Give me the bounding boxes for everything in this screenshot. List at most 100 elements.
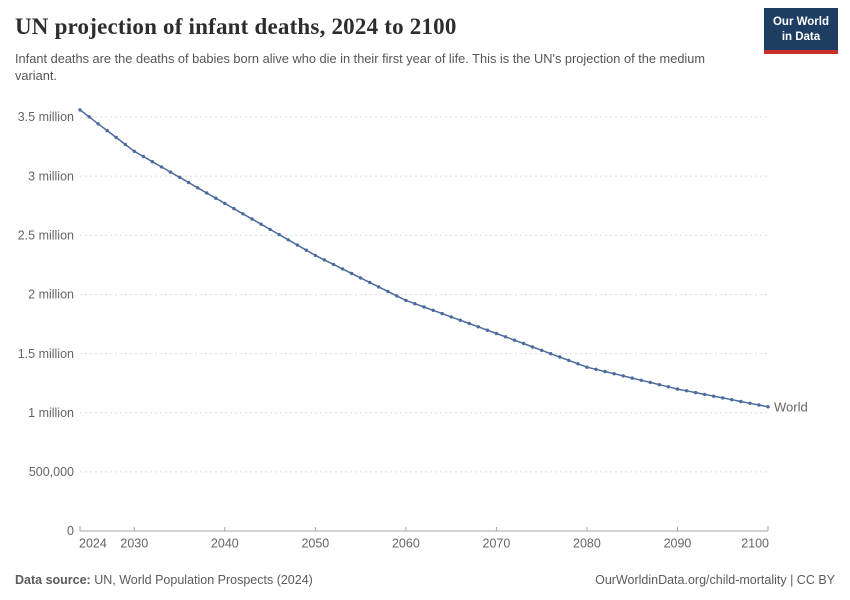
data-point-marker[interactable]	[431, 308, 435, 312]
data-point-marker[interactable]	[485, 328, 490, 332]
data-point-marker[interactable]	[494, 331, 499, 336]
chart-title: UN projection of infant deaths, 2024 to …	[15, 14, 457, 39]
data-point-marker[interactable]	[331, 262, 336, 267]
y-axis-tick-label: 1.5 million	[18, 347, 74, 361]
data-point-marker[interactable]	[368, 280, 372, 285]
data-point-marker[interactable]	[612, 372, 616, 376]
data-point-marker[interactable]	[594, 367, 598, 371]
data-point-marker[interactable]	[603, 369, 607, 374]
data-point-marker[interactable]	[630, 376, 634, 380]
data-point-marker[interactable]	[132, 149, 136, 153]
data-point-marker[interactable]	[141, 154, 146, 159]
x-axis-tick-label: 2100	[741, 537, 769, 551]
data-point-marker[interactable]	[458, 318, 462, 322]
data-point-marker[interactable]	[721, 396, 725, 400]
data-point-marker[interactable]	[702, 392, 707, 397]
data-point-marker[interactable]	[766, 405, 770, 409]
logo-text-line1: Our World	[772, 16, 829, 28]
data-point-marker[interactable]	[349, 271, 354, 276]
data-point-marker[interactable]	[712, 394, 716, 398]
data-source-note: Data source: UN, World Population Prospe…	[15, 573, 313, 587]
data-point-marker[interactable]	[449, 315, 453, 319]
data-point-marker[interactable]	[250, 217, 254, 221]
data-point-marker[interactable]	[413, 302, 417, 306]
data-point-marker[interactable]	[196, 186, 200, 190]
data-point-marker[interactable]	[503, 335, 508, 339]
data-source-text: UN, World Population Prospects (2024)	[90, 573, 313, 587]
y-axis-tick-label: 0	[67, 524, 74, 538]
owid-logo[interactable]: Our World in Data	[763, 8, 838, 54]
data-point-marker[interactable]	[757, 403, 761, 407]
y-axis-tick-label: 3.5 million	[18, 110, 74, 124]
data-point-marker[interactable]	[87, 115, 91, 119]
data-point-marker[interactable]	[186, 180, 191, 185]
data-point-marker[interactable]	[358, 276, 363, 280]
data-point-marker[interactable]	[440, 311, 444, 316]
data-point-marker[interactable]	[558, 355, 562, 359]
data-point-marker[interactable]	[395, 294, 399, 298]
data-point-marker[interactable]	[286, 238, 290, 242]
line-chart-canvas[interactable]: 0 500,000 1 million 1.5 million 2 million 2.5…	[0, 100, 850, 555]
data-point-marker[interactable]	[467, 321, 471, 326]
data-point-marker[interactable]	[322, 258, 327, 262]
data-point-marker[interactable]	[150, 160, 155, 164]
data-point-marker[interactable]	[304, 248, 308, 252]
data-point-marker[interactable]	[748, 401, 752, 405]
data-point-marker[interactable]	[96, 122, 100, 126]
data-point-marker[interactable]	[223, 201, 227, 206]
x-axis-tick-label: 2070	[483, 537, 511, 551]
data-point-marker[interactable]	[730, 398, 734, 402]
data-point-marker[interactable]	[684, 389, 689, 393]
data-point-marker[interactable]	[639, 378, 643, 382]
data-point-marker[interactable]	[313, 253, 318, 258]
data-point-marker[interactable]	[549, 352, 553, 356]
data-point-marker[interactable]	[666, 385, 671, 389]
data-point-marker[interactable]	[512, 338, 517, 342]
data-point-marker[interactable]	[386, 289, 390, 294]
data-point-marker[interactable]	[277, 232, 281, 237]
logo-text-line2: in Data	[781, 30, 821, 43]
data-point-marker[interactable]	[675, 387, 680, 391]
data-point-marker[interactable]	[476, 325, 480, 329]
y-axis-tick-label: 1 million	[28, 406, 74, 420]
data-point-marker[interactable]	[123, 142, 128, 147]
canonical-url-link[interactable]: OurWorldinData.org/child-mortality	[595, 573, 787, 587]
data-point-marker[interactable]	[295, 243, 299, 247]
data-point-marker[interactable]	[232, 206, 236, 211]
data-point-marker[interactable]	[540, 348, 544, 352]
data-point-marker[interactable]	[114, 135, 118, 140]
x-axis-tick-label: 2040	[211, 537, 239, 551]
data-point-marker[interactable]	[422, 305, 426, 309]
data-point-marker[interactable]	[693, 390, 698, 395]
x-axis-tick-label: 2080	[573, 537, 601, 551]
license-separator: |	[786, 573, 797, 587]
data-point-marker[interactable]	[340, 267, 345, 271]
data-point-marker[interactable]	[268, 227, 272, 232]
series-line-world[interactable]	[79, 109, 769, 408]
data-point-marker[interactable]	[241, 212, 245, 216]
data-point-marker[interactable]	[739, 399, 743, 404]
data-point-marker[interactable]	[521, 341, 526, 346]
data-point-marker[interactable]	[105, 128, 109, 133]
data-point-marker[interactable]	[214, 196, 218, 200]
data-point-marker[interactable]	[205, 191, 209, 195]
data-point-marker[interactable]	[377, 285, 381, 289]
chart-subtitle: Infant deaths are the deaths of babies b…	[15, 51, 706, 84]
x-axis-tick-label: 2030	[120, 537, 148, 551]
entity-label-world[interactable]: World	[774, 399, 808, 414]
data-point-marker[interactable]	[159, 165, 164, 169]
data-point-marker[interactable]	[621, 374, 625, 378]
data-point-marker[interactable]	[648, 380, 652, 385]
data-point-marker[interactable]	[259, 222, 263, 226]
data-point-marker[interactable]	[168, 170, 173, 174]
data-point-marker[interactable]	[78, 108, 82, 112]
data-point-marker[interactable]	[404, 298, 408, 303]
data-point-marker[interactable]	[530, 345, 535, 349]
data-point-marker[interactable]	[177, 175, 182, 179]
x-axis-tick-label: 2060	[392, 537, 420, 551]
data-point-marker[interactable]	[585, 365, 589, 369]
data-point-marker[interactable]	[567, 358, 571, 363]
data-point-marker[interactable]	[576, 362, 580, 366]
data-point-marker[interactable]	[657, 383, 662, 387]
